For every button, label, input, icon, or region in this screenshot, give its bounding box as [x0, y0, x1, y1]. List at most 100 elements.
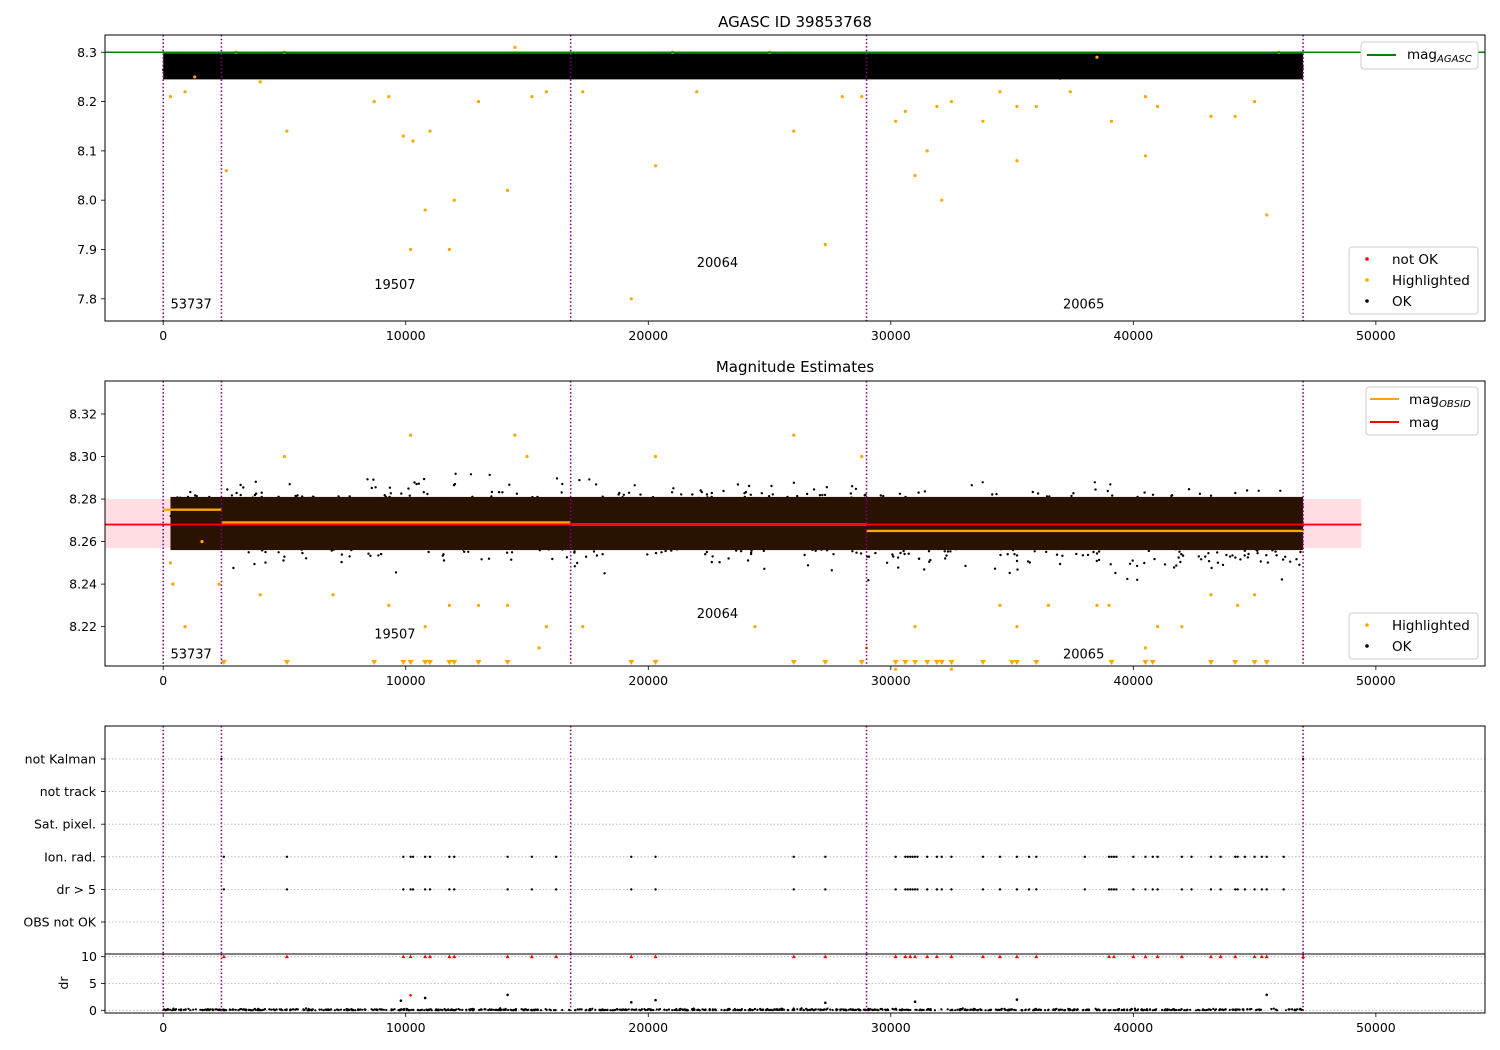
agasc-ok-point — [1216, 68, 1219, 72]
agasc-ok-point — [732, 72, 735, 75]
estimate-ok-point — [1181, 554, 1185, 557]
agasc-ok-point — [761, 70, 765, 74]
flag-point — [1027, 855, 1031, 858]
agasc-ok-point — [829, 69, 832, 73]
dr-ok-point — [281, 1009, 284, 1012]
agasc-ok-point — [1203, 62, 1207, 65]
agasc-ok-point — [528, 63, 531, 67]
agasc-ok-point — [1206, 65, 1210, 69]
dr-ok-point — [884, 1008, 887, 1011]
agasc-ok-point — [734, 75, 737, 78]
agasc-ok-point — [1128, 65, 1131, 68]
agasc-ok-point — [552, 68, 556, 71]
agasc-ok-point — [328, 64, 331, 67]
agasc-obsid-label: 20065 — [1063, 298, 1104, 313]
dr-ok-point — [1218, 1009, 1221, 1012]
agasc-ok-point — [593, 62, 597, 65]
agasc-ok-point — [1135, 73, 1138, 76]
dr-ok-point — [1276, 1009, 1279, 1012]
agasc-highlighted-point — [981, 119, 985, 123]
agasc-ok-point — [591, 60, 594, 64]
dr-ok-point — [1117, 1009, 1120, 1012]
agasc-ok-point — [984, 66, 988, 69]
dr-ok-point — [1209, 1008, 1212, 1012]
estimate-ok-point — [487, 557, 491, 560]
agasc-ok-point — [717, 68, 720, 72]
agasc-ok-point — [1272, 69, 1275, 72]
dr-ok-point — [327, 1008, 330, 1011]
estimate-ok-point — [1086, 553, 1090, 557]
dr-ok-point — [744, 1008, 747, 1012]
flag-point — [630, 855, 633, 858]
flag-row-label: dr > 5 — [57, 882, 96, 897]
agasc-ok-point — [345, 59, 348, 62]
dr-ok-point — [929, 1009, 932, 1012]
agasc-ok-point — [820, 66, 823, 70]
agasc-ok-point — [1106, 69, 1109, 72]
agasc-xtick-label: 50000 — [1356, 328, 1396, 343]
agasc-ok-point — [772, 62, 775, 66]
agasc-ok-point — [946, 68, 949, 71]
agasc-ok-point — [719, 63, 723, 66]
agasc-ok-point — [616, 70, 619, 74]
flag-point — [1107, 888, 1111, 891]
estimate-ok-point — [902, 549, 905, 553]
dr-ok-point — [436, 1009, 439, 1012]
dr-ok-point — [811, 1008, 814, 1011]
agasc-ok-point — [325, 63, 328, 66]
agasc-ok-point — [1091, 66, 1095, 70]
estimate-ok-point — [1204, 555, 1207, 558]
agasc-ok-point — [283, 62, 287, 66]
estimate-ok-point — [239, 483, 242, 487]
agasc-ok-point — [1029, 67, 1033, 71]
estimate-ok-point — [1106, 489, 1110, 493]
dr-ok-point — [720, 1008, 723, 1012]
agasc-ok-point — [1243, 66, 1246, 69]
estimate-ok-point — [426, 492, 429, 496]
dr-capped-marker — [1143, 954, 1148, 959]
estimate-highlighted-point — [408, 433, 413, 437]
agasc-ok-point — [411, 63, 414, 66]
agasc-ok-point — [254, 62, 257, 65]
agasc-ok-point — [387, 58, 390, 61]
agasc-ok-point — [335, 67, 338, 70]
agasc-ok-point — [479, 62, 482, 65]
agasc-ok-point — [689, 74, 692, 77]
estimate-ok-point — [1081, 554, 1085, 557]
agasc-ok-point — [873, 67, 877, 70]
agasc-ok-point — [1142, 68, 1146, 71]
estimate-ok-point — [301, 551, 304, 555]
estimate-ok-point — [510, 558, 513, 561]
agasc-ok-point — [792, 66, 795, 69]
agasc-ok-point — [170, 59, 173, 63]
flag-point — [911, 855, 914, 858]
dr-ok-point — [1198, 1009, 1201, 1012]
agasc-ok-point — [1128, 68, 1131, 71]
agasc-ok-point — [852, 59, 855, 62]
agasc-ok-point — [524, 62, 527, 66]
agasc-ok-point — [695, 66, 698, 69]
agasc-ok-point — [1084, 65, 1087, 68]
agasc-ok-point — [797, 73, 800, 76]
dr-ok-point — [802, 1009, 806, 1012]
agasc-ok-point — [409, 66, 412, 69]
agasc-ytick-label: 7.9 — [77, 242, 97, 257]
agasc-ok-point — [379, 63, 383, 66]
agasc-ok-point — [384, 62, 388, 65]
dr-ok-point — [723, 1008, 726, 1012]
agasc-ok-point — [473, 59, 476, 62]
estimate-highlighted-point — [653, 454, 658, 459]
agasc-ok-point — [1050, 63, 1053, 67]
dr-capped-marker — [529, 954, 534, 959]
estimate-ok-point — [879, 494, 882, 497]
agasc-ok-point — [1156, 64, 1159, 68]
agasc-highlighted-point — [998, 90, 1002, 94]
dr-ok-point — [829, 1008, 832, 1011]
estimate-ok-point — [1092, 550, 1095, 554]
estimate-ok-point — [646, 553, 649, 556]
dr-ok-point — [1231, 1008, 1234, 1011]
estimate-ok-point — [1228, 555, 1232, 558]
dr-ok-point — [951, 1009, 954, 1012]
